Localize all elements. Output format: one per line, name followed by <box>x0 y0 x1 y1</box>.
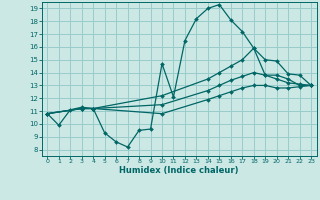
X-axis label: Humidex (Indice chaleur): Humidex (Indice chaleur) <box>119 166 239 175</box>
